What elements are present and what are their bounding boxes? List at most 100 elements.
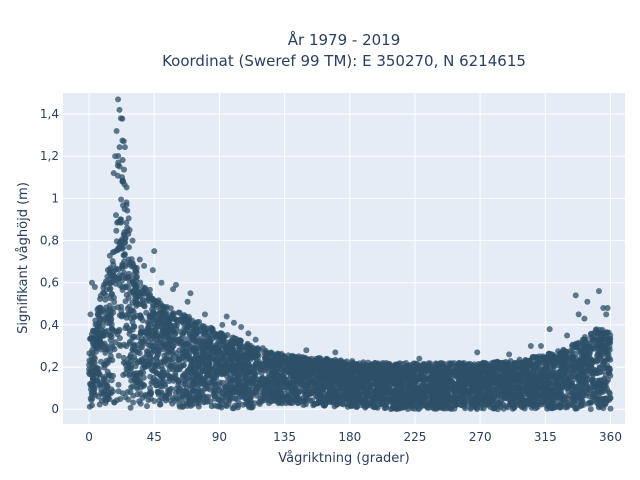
data-point — [451, 393, 458, 400]
data-point — [343, 400, 350, 407]
data-point — [607, 395, 614, 402]
data-point — [307, 390, 314, 397]
data-point — [118, 196, 125, 203]
data-points — [86, 96, 614, 413]
data-point — [228, 346, 235, 353]
data-point — [424, 368, 431, 375]
data-point — [360, 361, 367, 368]
data-point — [94, 322, 101, 329]
data-point — [146, 313, 153, 320]
data-point — [167, 305, 174, 312]
data-point — [569, 357, 576, 363]
data-point — [100, 317, 107, 324]
data-point — [89, 363, 96, 370]
data-point — [178, 363, 185, 370]
data-point — [108, 377, 115, 384]
data-point — [199, 395, 206, 402]
data-point — [119, 236, 126, 243]
data-point — [160, 377, 167, 384]
data-point — [568, 369, 575, 376]
data-point — [151, 348, 158, 355]
data-point — [168, 346, 175, 353]
data-point — [421, 402, 428, 409]
data-point — [480, 398, 487, 405]
data-point — [199, 323, 206, 330]
data-point — [602, 332, 609, 339]
data-point — [155, 323, 161, 330]
data-point — [120, 372, 127, 378]
data-point — [137, 313, 144, 320]
data-point — [380, 371, 386, 378]
data-point — [607, 405, 614, 412]
data-point — [211, 402, 218, 409]
data-point — [99, 323, 106, 330]
data-point — [446, 361, 453, 368]
data-point — [500, 405, 507, 412]
data-point — [90, 389, 97, 396]
data-point — [165, 378, 172, 385]
data-point — [575, 389, 582, 396]
data-point — [122, 394, 129, 401]
data-point — [176, 357, 183, 364]
data-point — [147, 391, 154, 397]
data-point — [148, 395, 154, 402]
data-point — [91, 355, 98, 362]
data-point — [161, 309, 168, 316]
data-point — [134, 385, 141, 392]
data-point — [181, 312, 188, 319]
data-point — [107, 353, 114, 360]
data-point — [134, 283, 141, 290]
data-point — [240, 401, 247, 408]
data-point — [175, 388, 182, 395]
data-point — [212, 357, 218, 363]
data-point — [130, 370, 137, 377]
data-point — [117, 343, 124, 349]
data-point — [236, 377, 243, 384]
data-point — [404, 406, 411, 412]
data-point — [127, 404, 134, 411]
data-point — [138, 289, 145, 296]
data-point — [170, 377, 177, 384]
data-point — [605, 377, 611, 383]
data-point — [360, 374, 367, 381]
data-point — [124, 207, 131, 214]
data-point — [120, 202, 126, 209]
data-point — [353, 361, 360, 367]
data-point — [123, 322, 130, 329]
data-point — [573, 368, 580, 375]
data-point — [288, 397, 294, 404]
data-point — [194, 334, 201, 341]
data-point — [199, 387, 206, 394]
data-point — [119, 157, 126, 163]
data-point — [172, 330, 179, 337]
data-point — [346, 381, 353, 388]
data-point — [115, 159, 122, 166]
data-point — [353, 404, 360, 410]
data-point — [381, 405, 388, 412]
data-point — [587, 406, 594, 413]
data-point — [202, 366, 208, 373]
data-point — [146, 320, 153, 326]
data-point — [232, 350, 239, 357]
data-point — [106, 396, 113, 403]
data-point — [412, 360, 419, 367]
data-point — [296, 359, 303, 366]
data-point — [577, 394, 584, 401]
data-point — [606, 343, 613, 350]
data-point — [209, 374, 216, 381]
data-point — [256, 358, 262, 365]
data-point — [544, 383, 551, 390]
data-point — [126, 244, 132, 251]
data-point — [290, 388, 296, 395]
data-point — [121, 258, 128, 265]
data-point — [103, 345, 109, 352]
data-point — [167, 397, 174, 404]
data-point — [129, 288, 136, 295]
data-point — [590, 371, 597, 378]
data-point — [216, 338, 223, 345]
data-point — [118, 313, 125, 320]
data-point — [183, 336, 190, 343]
data-point — [331, 403, 338, 410]
data-point — [115, 388, 122, 395]
data-point — [111, 299, 118, 305]
